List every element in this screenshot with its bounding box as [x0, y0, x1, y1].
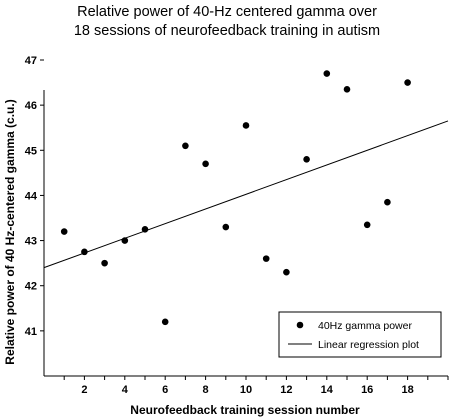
x-tick-label: 18 — [401, 384, 413, 396]
data-point — [363, 221, 371, 229]
data-point — [384, 198, 391, 206]
x-tick-label: 10 — [240, 384, 252, 396]
x-ticks: 2 4 6 8 10 12 14 16 18 — [63, 376, 449, 396]
legend: 40Hz gamma power Linear regression plot — [278, 311, 442, 358]
data-point — [404, 79, 411, 86]
data-point — [323, 70, 331, 77]
y-axis-label: Relative power of 40 Hz-centered gamma (… — [3, 99, 17, 364]
y-tick-label: 42 — [25, 281, 37, 293]
x-axis-label: Neurofeedback training session number — [130, 403, 360, 417]
data-point — [141, 225, 149, 233]
y-tick-label: 43 — [25, 236, 37, 248]
x-tick-label: 4 — [122, 384, 129, 396]
chart-subtitle: 18 sessions of neurofeedback training in… — [73, 23, 381, 39]
data-point — [81, 248, 88, 256]
data-point — [101, 259, 108, 267]
y-ticks: 41 42 43 44 45 46 47 — [25, 55, 44, 338]
x-tick-label: 12 — [280, 384, 292, 396]
x-tick-label: 16 — [361, 384, 373, 396]
legend-box — [278, 311, 442, 358]
x-tick-label: 2 — [81, 384, 87, 396]
y-tick-label: 41 — [25, 326, 37, 338]
y-tick-label: 45 — [25, 145, 37, 157]
legend-label-regression: Linear regression plot — [318, 339, 419, 351]
regression-line — [43, 120, 449, 269]
legend-label-points: 40Hz gamma power — [318, 320, 412, 332]
data-point — [283, 268, 290, 276]
data-point — [202, 160, 209, 168]
data-point — [262, 255, 270, 262]
points-layer — [60, 70, 411, 326]
data-point — [161, 318, 169, 326]
x-tick-label: 14 — [321, 384, 334, 396]
data-point — [121, 237, 129, 244]
y-tick-label: 46 — [25, 100, 37, 112]
y-tick-label: 44 — [25, 190, 38, 202]
legend-marker-points — [296, 321, 304, 329]
data-point — [60, 228, 68, 235]
data-point — [343, 86, 351, 93]
x-tick-label: 6 — [162, 384, 168, 396]
x-tick-label: 8 — [203, 384, 209, 396]
regression-layer — [43, 120, 449, 269]
data-point — [182, 142, 189, 150]
chart-title: Relative power of 40-Hz centered gamma o… — [77, 4, 377, 20]
data-point — [303, 156, 310, 163]
y-tick-label: 47 — [25, 55, 37, 67]
data-point — [222, 223, 230, 231]
data-point — [242, 122, 250, 129]
